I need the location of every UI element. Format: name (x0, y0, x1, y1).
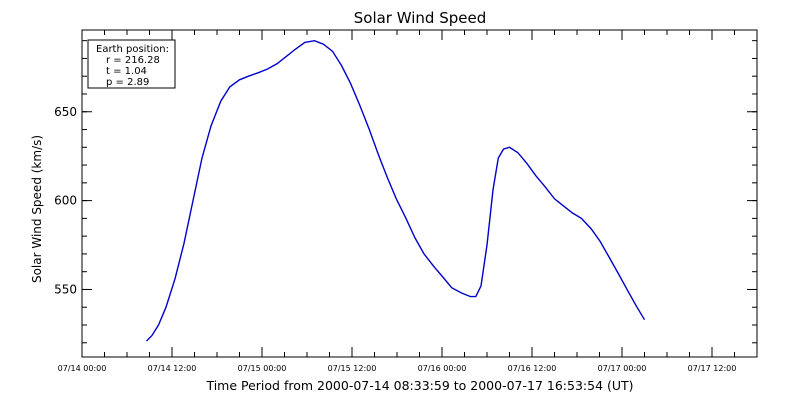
x-tick-label: 07/14 00:00 (58, 364, 107, 373)
legend-p-value: p = 2.89 (106, 77, 149, 88)
tick-labels: 550 600 650 07/14 00:00 07/14 12:00 07/15 00:… (54, 105, 736, 373)
chart-title: Solar Wind Speed (354, 9, 486, 27)
y-axis-label: Solar Wind Speed (km/s) (30, 135, 44, 283)
x-tick-label: 07/17 00:00 (598, 364, 647, 373)
solar-wind-speed-line (146, 39, 646, 342)
x-tick-label: 07/15 12:00 (328, 364, 377, 373)
legend-t-value: t = 1.04 (106, 66, 147, 77)
x-tick-label: 07/16 12:00 (508, 364, 557, 373)
y-tick-label: 550 (54, 282, 77, 296)
y-tick-label: 600 (54, 194, 77, 208)
legend-box (87, 39, 176, 89)
legend-r-value: r = 216.28 (106, 55, 160, 66)
legend-title: Earth position: (96, 44, 169, 55)
axis-ticks (81, 30, 758, 357)
x-tick-label: 07/16 00:00 (418, 364, 467, 373)
x-tick-label: 07/15 00:00 (238, 364, 287, 373)
x-axis-label: Time Period from 2000-07-14 08:33:59 to … (205, 378, 633, 393)
x-tick-label: 07/14 12:00 (148, 364, 197, 373)
legend: Earth position: r = 216.28 t = 1.04 p = … (87, 39, 176, 89)
y-tick-label: 650 (54, 105, 77, 119)
x-tick-label: 07/17 12:00 (688, 364, 737, 373)
